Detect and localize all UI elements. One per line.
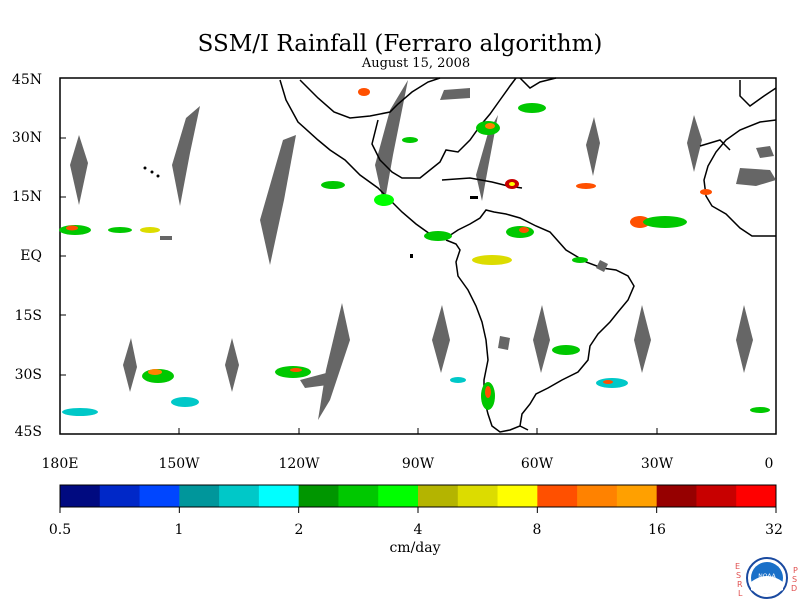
map-date: August 15, 2008 [361, 56, 471, 71]
colorbar-swatch [656, 485, 697, 507]
colorbar-swatch [378, 485, 419, 507]
colorbar [59, 484, 777, 513]
colorbar-swatch [60, 485, 101, 507]
colorbar-swatch [338, 485, 379, 507]
logo-letter: P [793, 566, 798, 575]
colorbar-tick-label: 16 [648, 522, 666, 538]
logo-letter: D [791, 584, 798, 593]
lat-label: 45S [14, 424, 42, 440]
colorbar-swatch [457, 485, 499, 507]
esrl-psd-logo: NOAA E S R L P S D [735, 556, 799, 600]
lat-label: 45N [11, 72, 42, 88]
rain-patches [59, 88, 770, 416]
colorbar-tick-label: 4 [413, 522, 423, 538]
lon-label: 90W [401, 456, 435, 472]
logo-letter: E [735, 562, 741, 571]
colorbar-tick-label: 0.5 [48, 522, 72, 538]
lat-label: 30S [14, 367, 42, 383]
lon-label: 60W [520, 456, 554, 472]
lon-label: 0 [764, 456, 774, 472]
colorbar-swatch [219, 485, 260, 507]
lat-label: 30N [11, 130, 42, 146]
colorbar-swatch [696, 485, 737, 507]
lat-label: 15S [14, 308, 42, 324]
colorbar-swatch [736, 485, 777, 507]
lon-label: 30W [640, 456, 674, 472]
logo-letter: R [737, 580, 743, 589]
map-frame [59, 77, 777, 435]
colorbar-swatch [179, 485, 220, 507]
colorbar-swatch [298, 485, 339, 507]
colorbar-swatch [537, 485, 578, 507]
colorbar-swatch [497, 485, 538, 507]
colorbar-swatch [418, 485, 459, 507]
colorbar-swatch [139, 485, 180, 507]
no-data-patches [160, 88, 776, 350]
logo-letter: S [792, 575, 798, 584]
lon-label: 120W [278, 456, 320, 472]
lon-label: 150W [158, 456, 200, 472]
lon-label: 180E [41, 456, 79, 472]
colorbar-swatch [577, 485, 618, 507]
islands [143, 166, 478, 258]
colorbar-unit-label: cm/day [389, 540, 441, 556]
logo-letter: L [738, 589, 743, 598]
axis-ticks [59, 77, 777, 435]
colorbar-swatch [258, 485, 300, 507]
logo-center-text: NOAA [758, 573, 776, 580]
map-title: SSM/I Rainfall (Ferraro algorithm) [197, 31, 603, 57]
colorbar-swatch [616, 485, 658, 507]
colorbar-swatch [99, 485, 141, 507]
colorbar-tick-label: 8 [532, 522, 542, 538]
logo-letter: S [736, 571, 742, 580]
colorbar-tick-label: 32 [765, 522, 783, 538]
coastlines [279, 77, 777, 433]
noaa-logo-icon: NOAA [746, 557, 788, 599]
lat-label: EQ [20, 248, 42, 264]
colorbar-tick-label: 1 [174, 522, 184, 538]
lat-label: 15N [11, 189, 42, 205]
colorbar-tick-label: 2 [294, 522, 304, 538]
